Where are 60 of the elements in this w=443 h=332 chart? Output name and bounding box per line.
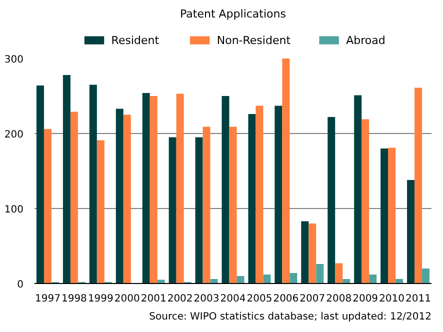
y-tick-label: 0 (17, 280, 24, 290)
bar (301, 221, 309, 284)
bar (44, 129, 52, 284)
x-tick-label: 2000 (114, 294, 140, 304)
bar (142, 93, 150, 284)
legend-label: Resident (111, 34, 160, 47)
bar (70, 112, 78, 284)
bar (116, 108, 124, 284)
x-tick-label: 2008 (326, 294, 352, 304)
bar (407, 180, 415, 284)
source-note: Source: WIPO statistics database; last updated: 12/2012 (149, 312, 432, 322)
x-tick-label: 2004 (220, 294, 246, 304)
bar (308, 224, 316, 284)
bar (62, 75, 70, 284)
bar (195, 137, 203, 284)
chart-title: Patent Applications (180, 8, 286, 20)
bar (150, 96, 158, 284)
bar (290, 273, 298, 284)
x-tick-label: 2010 (379, 294, 405, 304)
y-tick-label: 100 (4, 204, 24, 216)
x-tick-label: 2007 (300, 294, 326, 304)
y-tick-label: 200 (4, 130, 24, 140)
bar (414, 88, 422, 284)
bar (202, 126, 210, 284)
bar (222, 96, 230, 284)
bar (316, 264, 324, 284)
bar (176, 94, 184, 284)
y-tick-label: 300 (4, 54, 24, 66)
bar (369, 274, 377, 284)
bar (422, 268, 430, 284)
bar (96, 140, 104, 284)
bar (362, 119, 370, 284)
x-tick-label: 2003 (194, 294, 220, 304)
bar (229, 126, 237, 284)
x-tick-label: 2005 (246, 294, 272, 304)
bar (256, 106, 264, 284)
bar (236, 276, 244, 284)
bar (89, 84, 97, 284)
bar (263, 274, 271, 284)
legend-label: Abroad (346, 34, 386, 47)
bar (388, 148, 396, 284)
x-tick-label: 2001 (140, 294, 166, 304)
bar (36, 86, 44, 284)
bar (168, 137, 176, 284)
x-tick-label: 2009 (352, 294, 378, 304)
x-tick-label: 1999 (88, 294, 114, 304)
bar (282, 58, 290, 284)
legend-label: Non-Resident (216, 34, 292, 47)
bar (274, 106, 282, 284)
x-tick-label: 2011 (406, 294, 431, 304)
bar (354, 95, 362, 284)
bar (380, 148, 388, 284)
x-tick-label: 2002 (167, 294, 193, 304)
bar (248, 114, 256, 284)
bar (335, 263, 343, 284)
x-tick-label: 2006 (273, 294, 299, 304)
bar (328, 117, 336, 284)
bar (123, 114, 131, 284)
x-tick-label: 1997 (35, 294, 60, 304)
x-tick-label: 1998 (61, 294, 87, 304)
